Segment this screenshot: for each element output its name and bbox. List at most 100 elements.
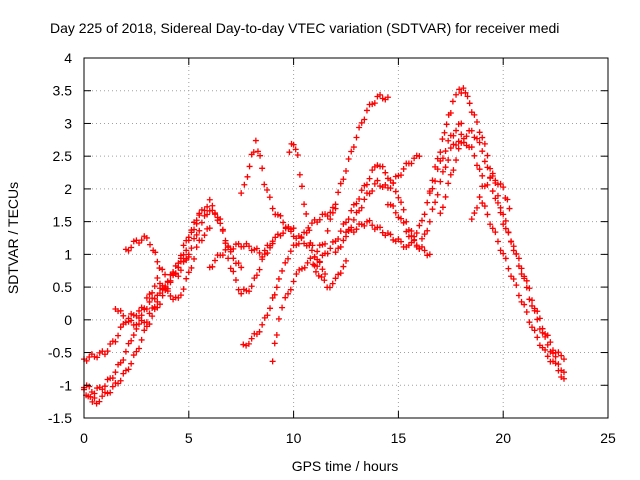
data-point xyxy=(421,247,428,254)
data-point xyxy=(453,127,460,134)
data-point xyxy=(453,142,460,148)
data-point xyxy=(294,152,301,159)
data-point xyxy=(156,280,163,287)
data-point xyxy=(94,354,101,361)
data-point xyxy=(219,227,226,234)
data-point xyxy=(371,100,378,107)
data-point xyxy=(434,155,441,162)
data-point xyxy=(390,179,397,186)
data-point xyxy=(529,324,536,331)
data-point xyxy=(560,356,567,363)
data-point xyxy=(177,292,184,299)
data-point xyxy=(521,273,528,280)
grid-lines xyxy=(84,58,608,418)
data-point xyxy=(358,119,365,126)
data-point xyxy=(256,328,263,335)
data-point xyxy=(154,298,161,305)
data-point xyxy=(198,237,205,244)
data-point xyxy=(504,196,511,203)
data-point xyxy=(269,205,276,212)
data-point xyxy=(136,307,143,314)
data-point xyxy=(521,301,528,308)
data-point xyxy=(327,216,334,223)
data-point xyxy=(476,166,483,173)
data-point xyxy=(230,255,237,262)
data-point xyxy=(298,265,305,272)
data-point xyxy=(271,340,278,347)
data-point xyxy=(246,243,253,250)
data-point xyxy=(138,312,145,319)
data-point xyxy=(494,238,501,245)
data-point xyxy=(259,321,266,328)
data-point xyxy=(340,237,347,244)
data-point xyxy=(212,210,218,217)
data-point xyxy=(151,303,158,310)
data-point xyxy=(91,390,98,397)
data-point xyxy=(292,146,299,153)
data-point xyxy=(416,222,423,229)
data-point xyxy=(392,188,399,195)
data-point xyxy=(408,232,415,239)
data-point xyxy=(332,201,339,208)
data-point xyxy=(151,283,158,290)
data-point xyxy=(497,180,504,187)
data-point xyxy=(398,215,405,222)
data-point xyxy=(188,264,195,271)
data-point xyxy=(212,257,218,264)
data-point xyxy=(534,334,541,341)
data-point xyxy=(253,245,260,252)
data-point xyxy=(307,255,314,262)
data-point xyxy=(295,240,302,247)
data-point xyxy=(162,271,169,278)
data-point xyxy=(424,199,431,206)
data-point xyxy=(293,271,300,278)
data-point xyxy=(442,148,449,155)
data-point xyxy=(487,175,494,182)
data-point xyxy=(560,375,567,382)
data-point xyxy=(508,238,515,245)
data-point xyxy=(468,127,475,134)
data-point xyxy=(400,165,407,172)
data-point xyxy=(462,89,469,96)
y-tick-label: 2 xyxy=(64,181,72,197)
data-point xyxy=(109,375,116,382)
data-point xyxy=(353,200,360,207)
data-point xyxy=(280,219,287,226)
data-point xyxy=(209,263,216,270)
data-point xyxy=(337,228,344,235)
data-point xyxy=(445,137,452,144)
data-point xyxy=(196,227,203,234)
data-point xyxy=(484,152,491,159)
data-point xyxy=(439,155,446,162)
data-point xyxy=(437,210,444,217)
x-axis-ticks: 0 5 10 15 20 25 xyxy=(80,58,616,446)
data-point xyxy=(230,245,237,252)
data-point xyxy=(439,136,446,143)
data-point xyxy=(120,370,127,377)
data-point xyxy=(319,266,326,273)
data-point xyxy=(204,203,211,210)
data-point xyxy=(99,348,106,355)
data-point xyxy=(133,325,140,332)
data-point xyxy=(500,184,507,191)
series-track-8 xyxy=(240,204,339,349)
data-point xyxy=(442,164,449,171)
data-point xyxy=(273,332,280,339)
data-point xyxy=(193,231,200,238)
data-point xyxy=(437,149,444,156)
data-point xyxy=(193,220,200,227)
data-point xyxy=(154,274,161,281)
y-tick-label: 1.5 xyxy=(53,214,73,230)
data-point xyxy=(273,284,280,291)
data-point xyxy=(143,319,150,326)
data-point xyxy=(277,212,284,219)
data-point xyxy=(379,163,386,170)
y-tick-label: 0.5 xyxy=(53,279,73,295)
data-point xyxy=(474,204,480,211)
data-point xyxy=(154,258,161,265)
series-track-10 xyxy=(286,91,391,260)
data-point xyxy=(534,308,541,315)
data-point xyxy=(104,348,111,355)
data-point xyxy=(269,358,276,365)
data-point xyxy=(408,160,415,167)
